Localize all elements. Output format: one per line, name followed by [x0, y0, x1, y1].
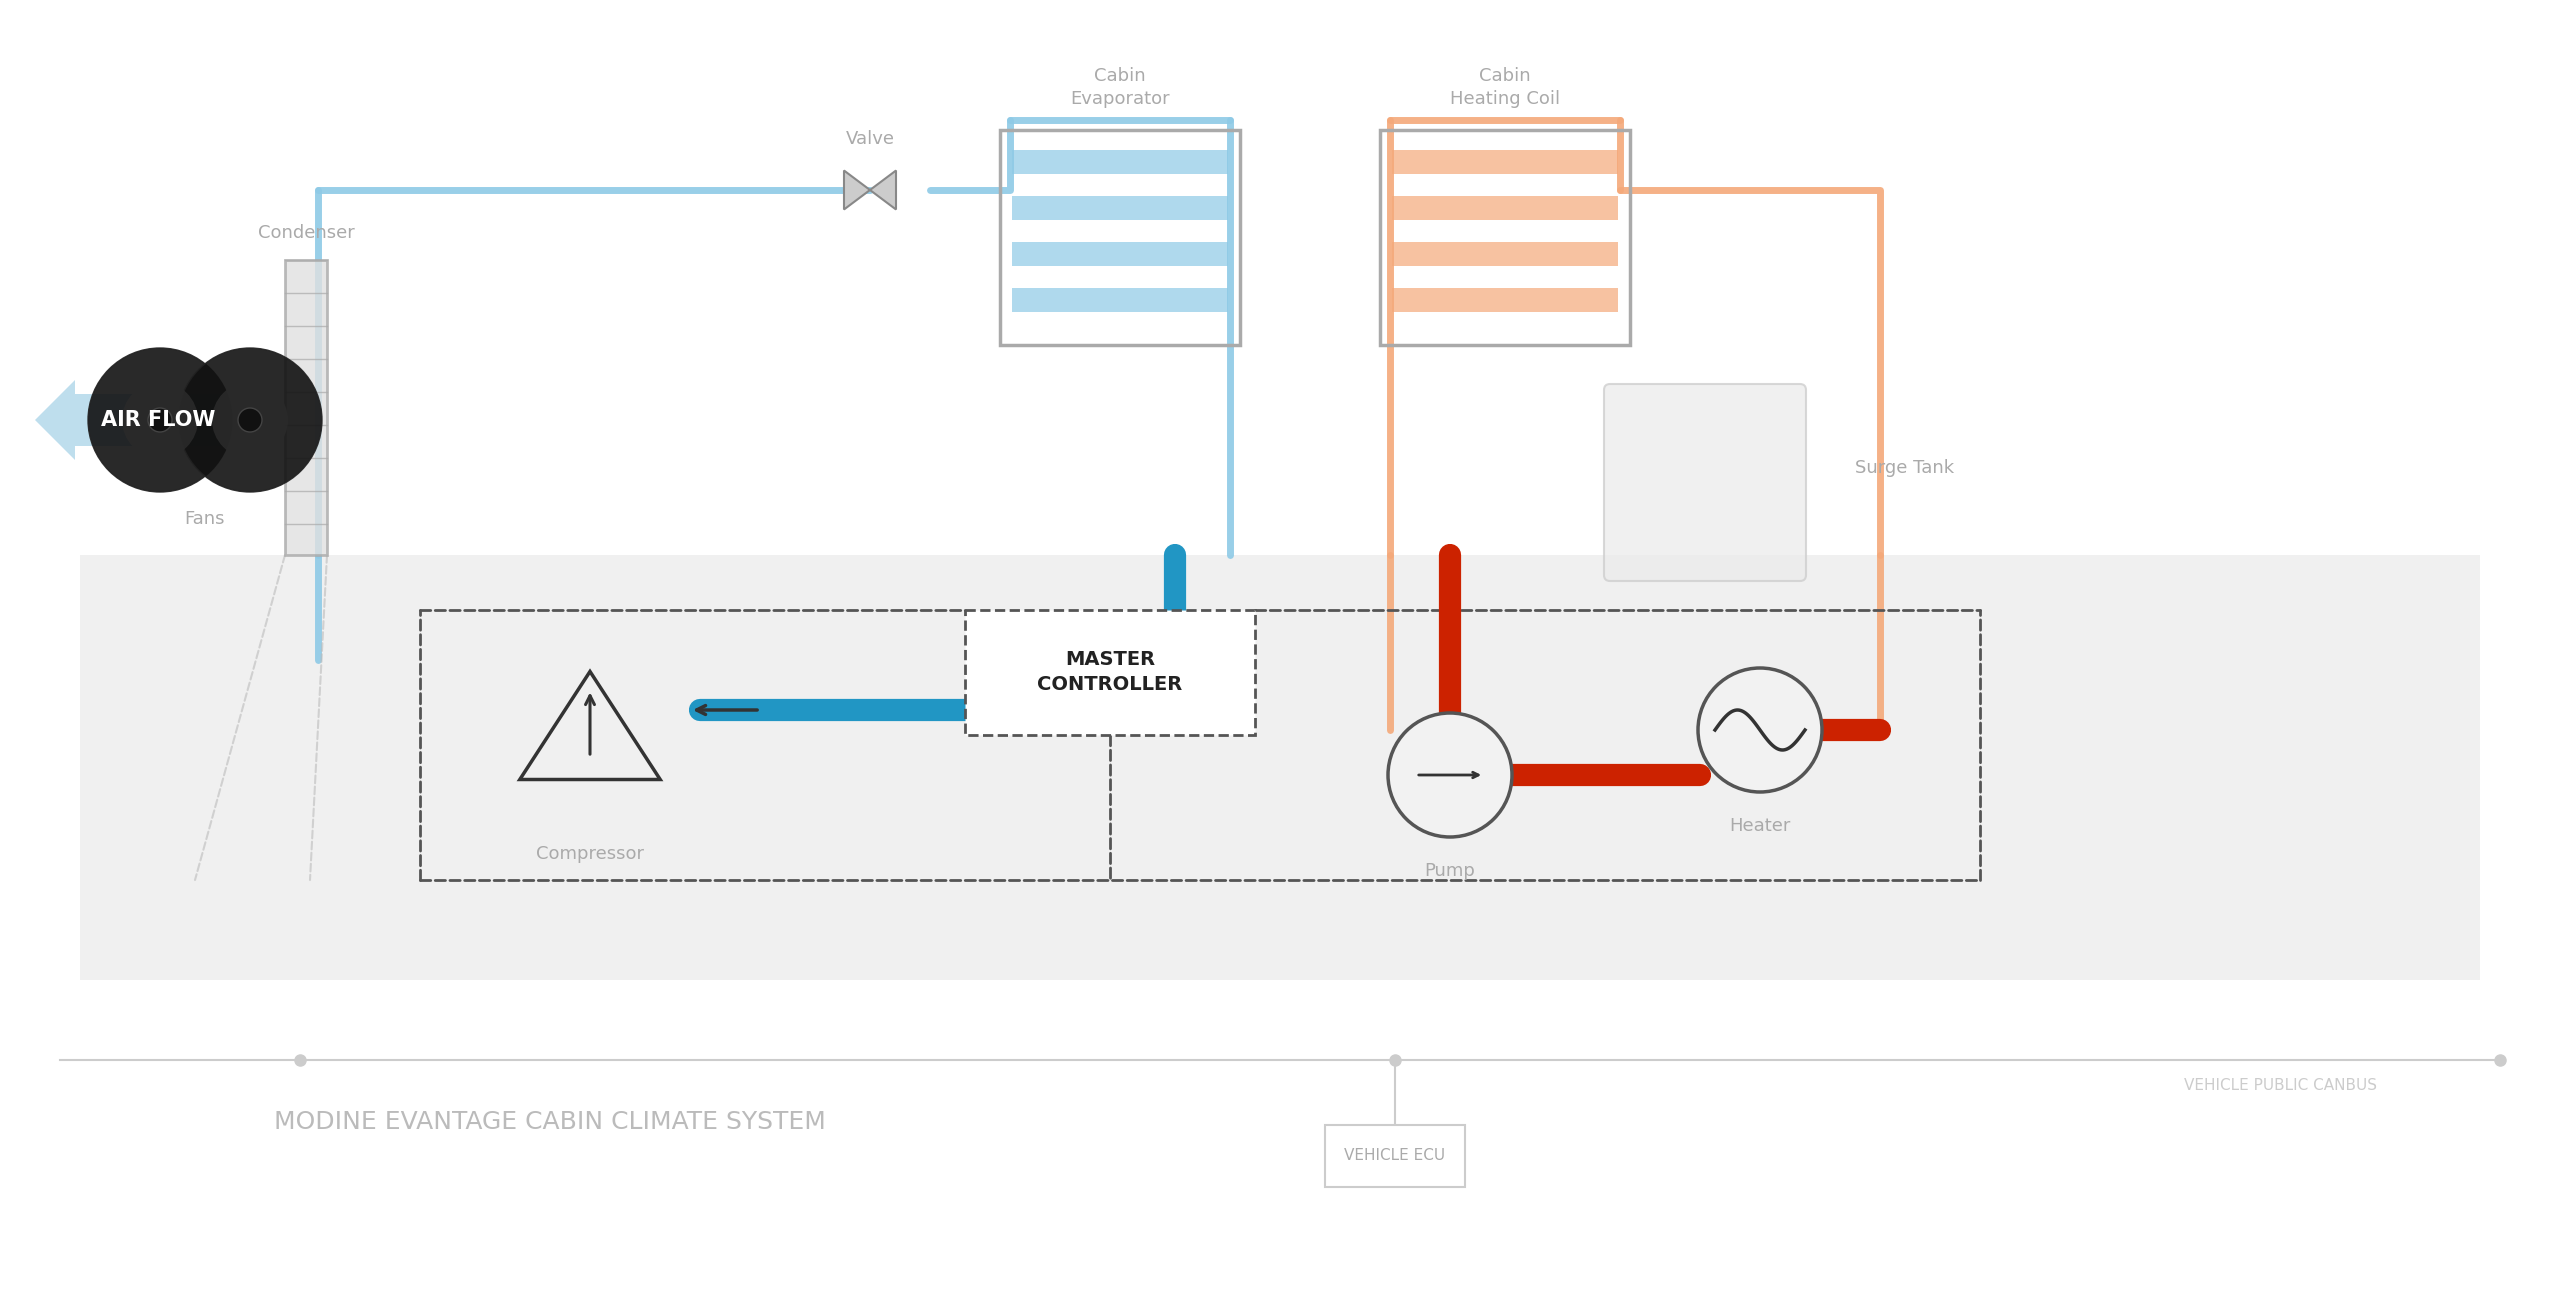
Bar [1393, 241, 1618, 266]
Text: Heater: Heater [1731, 817, 1789, 834]
Polygon shape [845, 171, 870, 210]
Circle shape [87, 348, 233, 492]
Bar [1011, 241, 1229, 266]
Text: Pump: Pump [1423, 862, 1475, 880]
Circle shape [123, 382, 197, 458]
Text: VEHICLE PUBLIC CANBUS: VEHICLE PUBLIC CANBUS [2184, 1077, 2376, 1093]
Bar [1011, 195, 1229, 220]
Bar [1393, 195, 1618, 220]
Circle shape [212, 382, 287, 458]
Bar [1001, 130, 1239, 345]
Text: AIR FLOW: AIR FLOW [100, 409, 215, 430]
Bar [1380, 130, 1631, 345]
Text: MASTER
CONTROLLER: MASTER CONTROLLER [1037, 651, 1183, 694]
Text: Condenser: Condenser [259, 224, 353, 241]
Text: MODINE EVANTAGE CABIN CLIMATE SYSTEM: MODINE EVANTAGE CABIN CLIMATE SYSTEM [274, 1110, 827, 1134]
Bar [1393, 289, 1618, 312]
FancyBboxPatch shape [1326, 1124, 1464, 1187]
Circle shape [1388, 712, 1513, 837]
Circle shape [238, 408, 261, 432]
Text: Cabin
Evaporator: Cabin Evaporator [1070, 67, 1170, 108]
FancyBboxPatch shape [1605, 384, 1805, 581]
Bar [284, 260, 328, 555]
FancyBboxPatch shape [965, 610, 1254, 735]
Circle shape [1697, 668, 1823, 792]
Text: Surge Tank: Surge Tank [1856, 459, 1953, 478]
Circle shape [148, 408, 172, 432]
Bar [1393, 150, 1618, 174]
Polygon shape [79, 555, 2481, 980]
Text: Cabin
Heating Coil: Cabin Heating Coil [1449, 67, 1559, 108]
Bar [1011, 289, 1229, 312]
Text: VEHICLE ECU: VEHICLE ECU [1344, 1148, 1446, 1164]
FancyArrow shape [36, 380, 246, 461]
Bar [1011, 150, 1229, 174]
Circle shape [179, 348, 323, 492]
Text: Valve: Valve [845, 130, 893, 148]
Text: Fans: Fans [184, 510, 225, 527]
Text: Compressor: Compressor [535, 845, 645, 863]
Polygon shape [870, 171, 896, 210]
